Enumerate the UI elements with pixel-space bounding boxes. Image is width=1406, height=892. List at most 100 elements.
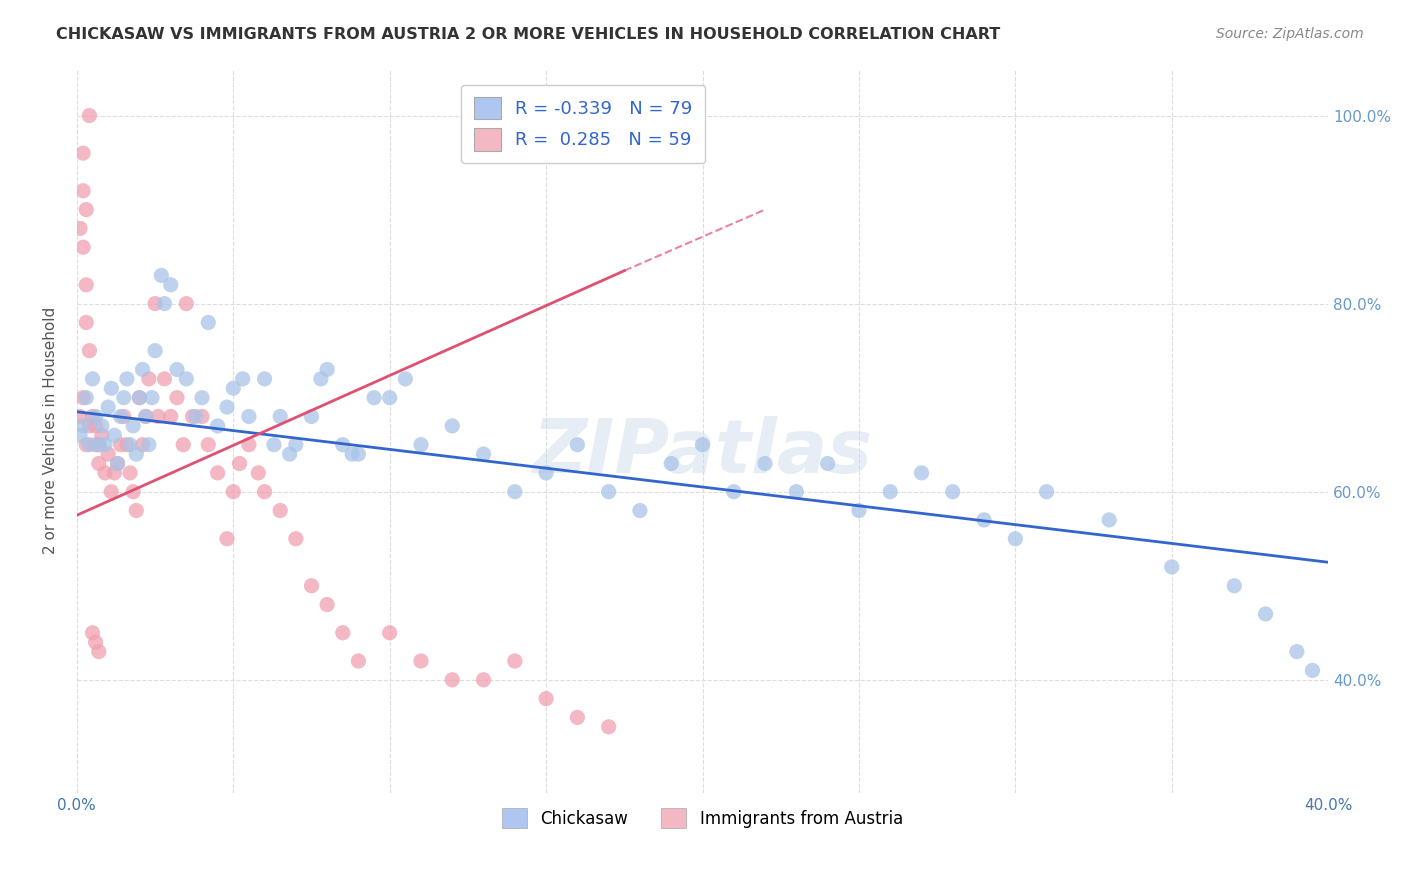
Point xyxy=(1004,532,1026,546)
Point xyxy=(103,428,125,442)
Point xyxy=(534,466,557,480)
Legend: Chickasaw, Immigrants from Austria: Chickasaw, Immigrants from Austria xyxy=(495,801,910,835)
Point xyxy=(172,438,194,452)
Point xyxy=(69,428,91,442)
Point xyxy=(79,438,101,452)
Point xyxy=(503,484,526,499)
Point xyxy=(72,184,94,198)
Point xyxy=(135,409,157,424)
Point xyxy=(75,315,97,329)
Point xyxy=(332,625,354,640)
Point xyxy=(166,362,188,376)
Point xyxy=(97,447,120,461)
Point xyxy=(1035,484,1057,499)
Point xyxy=(191,391,214,405)
Point xyxy=(82,372,104,386)
Y-axis label: 2 or more Vehicles in Household: 2 or more Vehicles in Household xyxy=(44,307,58,554)
Text: ZIPatlas: ZIPatlas xyxy=(533,416,873,489)
Point xyxy=(143,296,166,310)
Point xyxy=(316,598,339,612)
Point xyxy=(75,438,97,452)
Point xyxy=(115,438,138,452)
Point xyxy=(125,447,148,461)
Point xyxy=(472,673,495,687)
Point xyxy=(973,513,995,527)
Point xyxy=(347,654,370,668)
Point xyxy=(503,654,526,668)
Point xyxy=(723,484,745,499)
Point xyxy=(122,484,145,499)
Point xyxy=(112,391,135,405)
Point xyxy=(176,296,198,310)
Text: Source: ZipAtlas.com: Source: ZipAtlas.com xyxy=(1216,27,1364,41)
Point xyxy=(363,391,385,405)
Point xyxy=(112,409,135,424)
Point xyxy=(138,372,160,386)
Point xyxy=(135,409,157,424)
Point xyxy=(75,202,97,217)
Point xyxy=(87,438,110,452)
Point xyxy=(122,418,145,433)
Point xyxy=(75,277,97,292)
Point xyxy=(472,447,495,461)
Point xyxy=(332,438,354,452)
Point xyxy=(69,221,91,235)
Point xyxy=(153,296,176,310)
Point xyxy=(1098,513,1121,527)
Point xyxy=(910,466,932,480)
Point xyxy=(143,343,166,358)
Point xyxy=(269,409,291,424)
Point xyxy=(598,484,620,499)
Point xyxy=(100,381,122,395)
Point xyxy=(409,438,432,452)
Point xyxy=(148,409,170,424)
Point xyxy=(309,372,332,386)
Point xyxy=(817,457,839,471)
Text: CHICKASAW VS IMMIGRANTS FROM AUSTRIA 2 OR MORE VEHICLES IN HOUSEHOLD CORRELATION: CHICKASAW VS IMMIGRANTS FROM AUSTRIA 2 O… xyxy=(56,27,1001,42)
Point xyxy=(159,409,181,424)
Point xyxy=(278,447,301,461)
Point xyxy=(263,438,285,452)
Point xyxy=(141,391,163,405)
Point xyxy=(84,409,107,424)
Point xyxy=(94,438,117,452)
Point xyxy=(84,635,107,649)
Point xyxy=(316,362,339,376)
Point xyxy=(138,438,160,452)
Point xyxy=(87,644,110,658)
Point xyxy=(222,484,245,499)
Point xyxy=(84,438,107,452)
Point xyxy=(82,625,104,640)
Point xyxy=(378,625,401,640)
Point xyxy=(301,409,323,424)
Point xyxy=(184,409,207,424)
Point xyxy=(125,503,148,517)
Point xyxy=(79,418,101,433)
Point xyxy=(207,466,229,480)
Point xyxy=(301,579,323,593)
Point xyxy=(409,654,432,668)
Point xyxy=(238,438,260,452)
Point xyxy=(207,418,229,433)
Point xyxy=(191,409,214,424)
Point xyxy=(87,438,110,452)
Point xyxy=(107,457,129,471)
Point xyxy=(253,372,276,386)
Point xyxy=(82,409,104,424)
Point xyxy=(598,720,620,734)
Point xyxy=(284,532,307,546)
Point xyxy=(284,438,307,452)
Point xyxy=(269,503,291,517)
Point xyxy=(628,503,651,517)
Point xyxy=(228,457,250,471)
Point xyxy=(340,447,363,461)
Point xyxy=(441,673,464,687)
Point xyxy=(118,466,141,480)
Point xyxy=(97,400,120,414)
Point xyxy=(110,438,132,452)
Point xyxy=(75,391,97,405)
Point xyxy=(72,146,94,161)
Point xyxy=(107,457,129,471)
Point xyxy=(441,418,464,433)
Point xyxy=(238,409,260,424)
